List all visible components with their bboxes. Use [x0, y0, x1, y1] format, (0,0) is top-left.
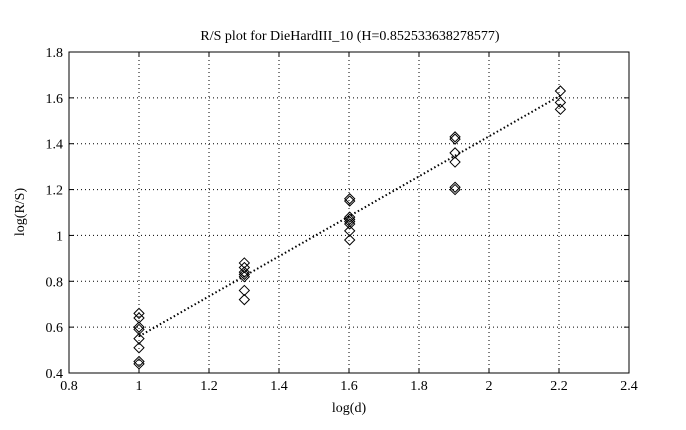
y-tick-label: 1.2: [46, 184, 64, 199]
data-point-marker: [343, 213, 356, 226]
data-point-marker: [133, 321, 145, 333]
data-point-marker: [343, 234, 356, 246]
data-point-marker: [554, 85, 567, 97]
data-point-marker: [133, 358, 145, 370]
plot-frame: [68, 51, 630, 374]
x-tick-label: 1: [136, 379, 143, 394]
y-tick-label: 1.4: [46, 138, 64, 153]
data-point-marker: [133, 342, 145, 354]
data-point-marker: [343, 193, 356, 205]
x-tick-label: 2.2: [550, 379, 568, 394]
data-points: [133, 85, 567, 370]
data-point-marker: [449, 181, 461, 193]
data-point-marker: [554, 103, 567, 116]
y-tick-label: 1: [56, 229, 63, 244]
y-tick-label: 0.4: [46, 367, 64, 382]
data-point-marker: [133, 332, 145, 345]
data-point-marker: [554, 96, 567, 109]
x-tick-label: 2.4: [620, 379, 638, 394]
data-point-marker: [343, 211, 356, 223]
data-point-marker: [449, 133, 461, 145]
fit-line-group: [138, 94, 561, 338]
data-point-marker: [133, 307, 145, 320]
y-tick-label: 0.8: [46, 275, 64, 290]
y-tick-label: 1.6: [46, 92, 64, 107]
y-tick-label: 1.8: [46, 46, 64, 61]
data-point-marker: [343, 218, 356, 230]
x-tick-label: 1.6: [340, 379, 358, 394]
data-point-marker: [343, 225, 356, 237]
data-point-marker: [238, 261, 251, 274]
data-point-marker: [238, 284, 251, 297]
data-point-marker: [449, 156, 461, 168]
y-axis-label: log(R/S): [13, 188, 28, 237]
y-tick-label: 0.6: [46, 321, 64, 336]
x-tick-label: 1.2: [200, 379, 218, 394]
data-point-marker: [238, 257, 251, 269]
fit-line: [138, 94, 561, 338]
x-tick-label: 1.4: [270, 379, 288, 394]
data-point-marker: [238, 293, 251, 306]
data-point-marker: [238, 268, 251, 281]
data-point-marker: [238, 270, 251, 283]
x-tick-label: 2: [486, 379, 493, 394]
x-tick-label: 0.8: [60, 379, 78, 394]
data-point-marker: [133, 312, 145, 324]
data-point-marker: [133, 323, 145, 336]
data-point-marker: [449, 183, 461, 196]
data-point-marker: [343, 215, 356, 228]
x-axis-label: log(d): [332, 401, 367, 416]
chart-title: R/S plot for DieHardIII_10 (H=0.85253363…: [200, 29, 499, 44]
data-point-marker: [449, 131, 461, 143]
data-point-marker: [449, 147, 461, 159]
tick-labels: 0.8 1 1.2 1.4 1.6 1.8 2 2.2 2.4 0.4 0.6 0.8 1 1.2 1.4 1…: [46, 46, 638, 394]
data-point-marker: [133, 355, 145, 368]
data-point-marker: [238, 266, 251, 278]
data-point-marker: [343, 195, 356, 207]
x-tick-label: 1.8: [410, 379, 428, 394]
